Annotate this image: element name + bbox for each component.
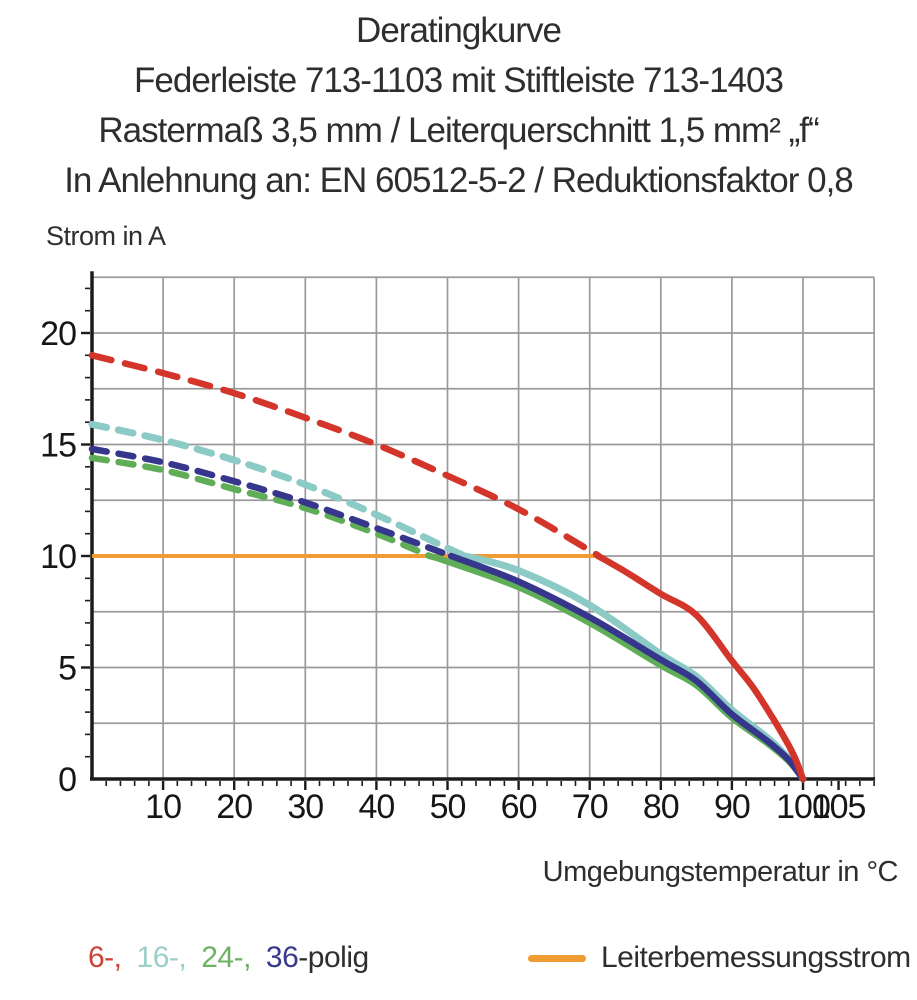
x-tick-label: 90 bbox=[714, 788, 750, 826]
x-tick-label: 30 bbox=[287, 788, 323, 826]
y-axis-title: Strom in A bbox=[46, 221, 166, 251]
curve-36-polig-solid bbox=[447, 552, 807, 783]
x-axis-title: Umgebungstemperatur in °C bbox=[542, 856, 899, 888]
chart-subtitle-specs: Rastermaß 3,5 mm / Leiterquerschnitt 1,5… bbox=[98, 111, 819, 150]
y-tick-label: 5 bbox=[58, 650, 76, 688]
curve-24-polig-dashed bbox=[88, 454, 433, 560]
x-tick-label: 60 bbox=[501, 788, 537, 826]
curve-6-polig-dashed bbox=[88, 352, 602, 560]
chart-subtitle-products: Federleiste 713-1103 mit Stiftleiste 713… bbox=[134, 61, 784, 100]
chart-subtitle-standard: In Anlehnung an: EN 60512-5-2 / Reduktio… bbox=[64, 161, 854, 200]
y-tick-label: 0 bbox=[58, 761, 76, 799]
x-tick-label: 20 bbox=[216, 788, 252, 826]
x-tick-label: 105 bbox=[812, 788, 866, 826]
curve-16-polig-dashed bbox=[88, 420, 469, 560]
x-tick-label: 100 bbox=[776, 788, 830, 826]
legend-item-36-polig: 36 -polig bbox=[266, 941, 369, 975]
legend-item-16-polig: 16-, bbox=[136, 941, 187, 974]
legend-pole-suffix: -polig bbox=[298, 941, 369, 974]
legend-poles: 6-, 16-, 24-, 36 -polig bbox=[88, 941, 369, 975]
rated-current-swatch bbox=[528, 954, 586, 962]
legend-item-24-polig: 24-, bbox=[201, 941, 251, 974]
legend-rated-current: Leiterbemessungsstrom bbox=[528, 938, 911, 978]
chart-title: Deratingkurve bbox=[356, 11, 562, 50]
curve-6-polig-solid bbox=[594, 552, 807, 783]
curve-36-polig-dashed bbox=[88, 445, 455, 560]
y-tick-label: 10 bbox=[40, 538, 76, 576]
x-tick-label: 10 bbox=[145, 788, 181, 826]
x-tick-label: 40 bbox=[358, 788, 394, 826]
chart-title-block: Deratingkurve Federleiste 713-1103 mit S… bbox=[0, 6, 917, 206]
x-tick-label: 50 bbox=[430, 788, 466, 826]
y-tick-label: 15 bbox=[40, 427, 76, 465]
y-tick-label: 20 bbox=[40, 315, 76, 353]
x-tick-label: 80 bbox=[643, 788, 679, 826]
x-tick-label: 70 bbox=[572, 788, 608, 826]
legend-item-36-number: 36 bbox=[265, 941, 299, 974]
legend-item-6-polig: 6-, bbox=[88, 941, 122, 974]
rated-current-label: Leiterbemessungsstrom bbox=[601, 941, 911, 974]
